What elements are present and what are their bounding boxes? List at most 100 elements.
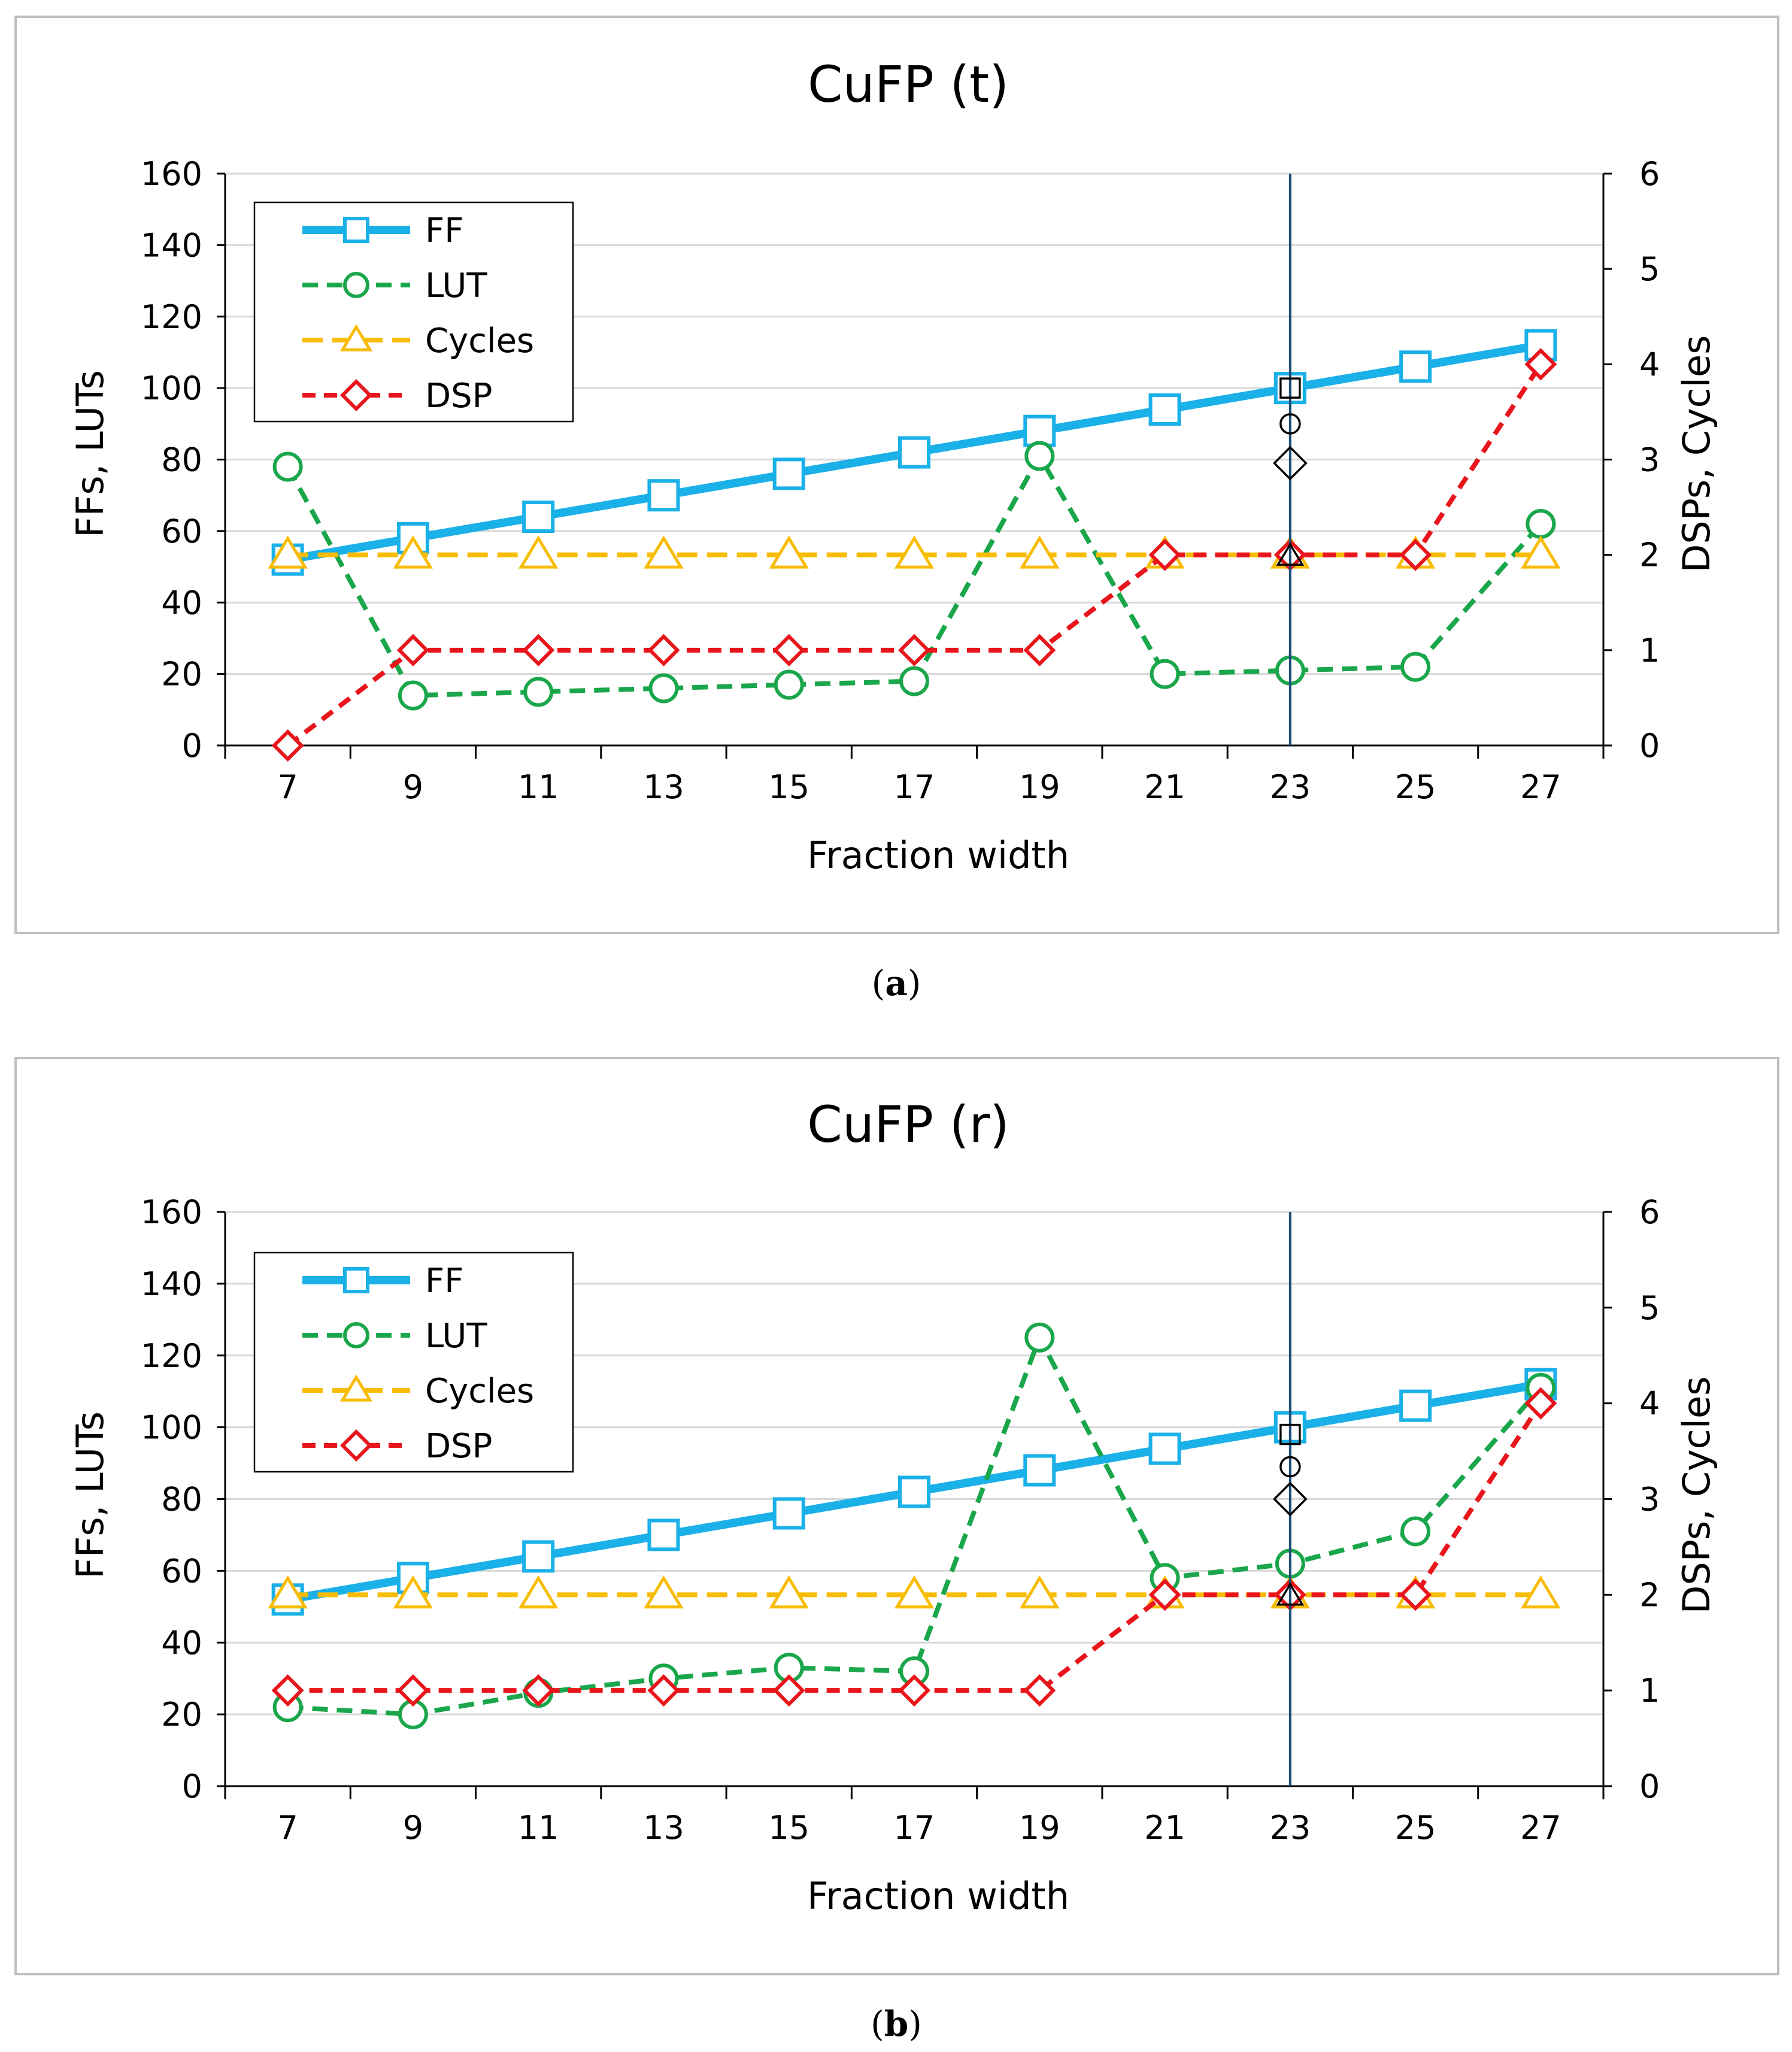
data-point-dsp bbox=[1399, 538, 1432, 571]
data-point-ff bbox=[898, 436, 930, 469]
data-point-dsp bbox=[522, 1674, 555, 1707]
x-tick-label: 7 bbox=[277, 1809, 298, 1847]
data-point-dsp bbox=[1023, 1674, 1056, 1707]
x-axis-label: Fraction width bbox=[807, 1874, 1069, 1918]
y-tick-label: 0 bbox=[182, 727, 202, 765]
x-tick-label: 27 bbox=[1520, 768, 1561, 806]
chart-frame bbox=[14, 1057, 1779, 1975]
y-tick-label: 60 bbox=[161, 513, 202, 550]
data-point-cycles bbox=[769, 535, 809, 569]
x-tick-label: 15 bbox=[768, 768, 809, 806]
y-tick-label: 20 bbox=[161, 1696, 202, 1733]
data-point-ff bbox=[647, 479, 680, 512]
legend-label: Cycles bbox=[425, 1372, 534, 1411]
x-tick-label: 17 bbox=[894, 768, 935, 806]
reference-marker-circle bbox=[1279, 413, 1301, 435]
y-tick-label: 80 bbox=[161, 441, 202, 479]
data-point-ff bbox=[1399, 1389, 1432, 1422]
y2-tick-label: 3 bbox=[1639, 441, 1660, 479]
data-point-dsp bbox=[647, 634, 680, 666]
data-point-ff bbox=[772, 1497, 805, 1530]
y2-axis-label: DSPs, Cycles bbox=[1675, 1377, 1718, 1614]
y2-tick-label: 6 bbox=[1639, 1193, 1660, 1231]
data-point-dsp bbox=[522, 634, 555, 666]
reference-marker-circle bbox=[1279, 1456, 1301, 1478]
data-point-lut bbox=[648, 673, 679, 704]
x-tick-label: 15 bbox=[768, 1809, 809, 1847]
y-tick-label: 100 bbox=[141, 369, 202, 407]
reference-marker-triangle bbox=[1276, 542, 1305, 566]
data-point-cycles bbox=[1521, 1575, 1561, 1609]
chart-frame bbox=[14, 16, 1779, 934]
reference-marker-triangle bbox=[1276, 1582, 1305, 1606]
x-tick-label: 9 bbox=[403, 768, 423, 806]
legend-marker-ff bbox=[343, 217, 369, 243]
y2-tick-label: 0 bbox=[1639, 727, 1660, 765]
series-line-lut bbox=[287, 1335, 1543, 1717]
y2-axis-label: DSPs, Cycles bbox=[1675, 335, 1718, 573]
data-point-dsp bbox=[772, 634, 805, 666]
data-point-ff bbox=[522, 1540, 555, 1573]
x-tick-label: 27 bbox=[1520, 1809, 1561, 1847]
data-point-ff bbox=[1148, 1432, 1181, 1465]
data-point-ff bbox=[522, 501, 555, 533]
y2-tick-label: 3 bbox=[1639, 1481, 1660, 1518]
y2-tick-label: 2 bbox=[1639, 1576, 1660, 1614]
data-point-dsp bbox=[271, 729, 304, 762]
data-point-cycles bbox=[393, 535, 433, 569]
y-tick-label: 80 bbox=[161, 1481, 202, 1518]
y-tick-label: 120 bbox=[141, 298, 202, 336]
data-point-cycles bbox=[644, 535, 684, 569]
chart-title: CuFP (r) bbox=[807, 1095, 1009, 1154]
reference-marker-diamond bbox=[1272, 445, 1308, 481]
data-point-cycles bbox=[644, 1575, 684, 1609]
data-point-lut bbox=[1150, 659, 1180, 689]
data-point-dsp bbox=[396, 1674, 429, 1707]
data-point-cycles bbox=[1020, 1575, 1060, 1609]
data-point-lut bbox=[774, 669, 804, 700]
legend-marker-ff bbox=[343, 1267, 369, 1293]
y2-tick-label: 6 bbox=[1639, 155, 1660, 193]
x-tick-label: 11 bbox=[518, 768, 559, 806]
data-point-lut bbox=[899, 666, 929, 696]
x-tick-label: 19 bbox=[1019, 768, 1060, 806]
data-point-lut bbox=[523, 677, 554, 707]
reference-marker-square bbox=[1279, 377, 1301, 399]
reference-marker-square bbox=[1279, 1423, 1301, 1445]
data-point-ff bbox=[1023, 414, 1056, 447]
y2-tick-label: 2 bbox=[1639, 537, 1660, 574]
x-tick-label: 25 bbox=[1395, 1809, 1436, 1847]
y2-tick-label: 1 bbox=[1639, 632, 1660, 669]
data-point-cycles bbox=[268, 535, 308, 569]
data-point-dsp bbox=[647, 1674, 680, 1707]
y-axis-label: FFs, LUTs bbox=[68, 370, 112, 538]
data-point-dsp bbox=[271, 1674, 304, 1707]
data-point-lut bbox=[1400, 651, 1431, 682]
data-point-cycles bbox=[393, 1575, 433, 1609]
x-tick-label: 21 bbox=[1144, 768, 1185, 806]
chart-title: CuFP (t) bbox=[808, 55, 1009, 114]
data-point-lut bbox=[272, 451, 303, 482]
legend-marker-dsp bbox=[339, 378, 373, 412]
data-point-dsp bbox=[1524, 348, 1557, 381]
legend: FF LUT Cycles DSP bbox=[253, 1251, 574, 1473]
y2-tick-label: 5 bbox=[1639, 250, 1660, 288]
data-point-ff bbox=[772, 457, 805, 490]
caption-letter: b bbox=[884, 2003, 909, 2044]
caption-letter: a bbox=[885, 963, 908, 1004]
data-point-dsp bbox=[1524, 1387, 1557, 1420]
data-point-cycles bbox=[769, 1575, 809, 1609]
data-point-lut bbox=[1024, 1322, 1055, 1353]
y-tick-label: 120 bbox=[141, 1337, 202, 1375]
legend-label: LUT bbox=[425, 266, 487, 305]
legend-label: DSP bbox=[425, 1427, 492, 1466]
legend-marker-cycles bbox=[339, 324, 373, 351]
data-point-dsp bbox=[897, 634, 931, 666]
data-point-cycles bbox=[894, 1575, 935, 1609]
legend-marker-lut bbox=[343, 1322, 369, 1348]
data-point-lut bbox=[398, 680, 428, 711]
y-tick-label: 140 bbox=[141, 226, 202, 264]
x-tick-label: 23 bbox=[1269, 768, 1311, 806]
